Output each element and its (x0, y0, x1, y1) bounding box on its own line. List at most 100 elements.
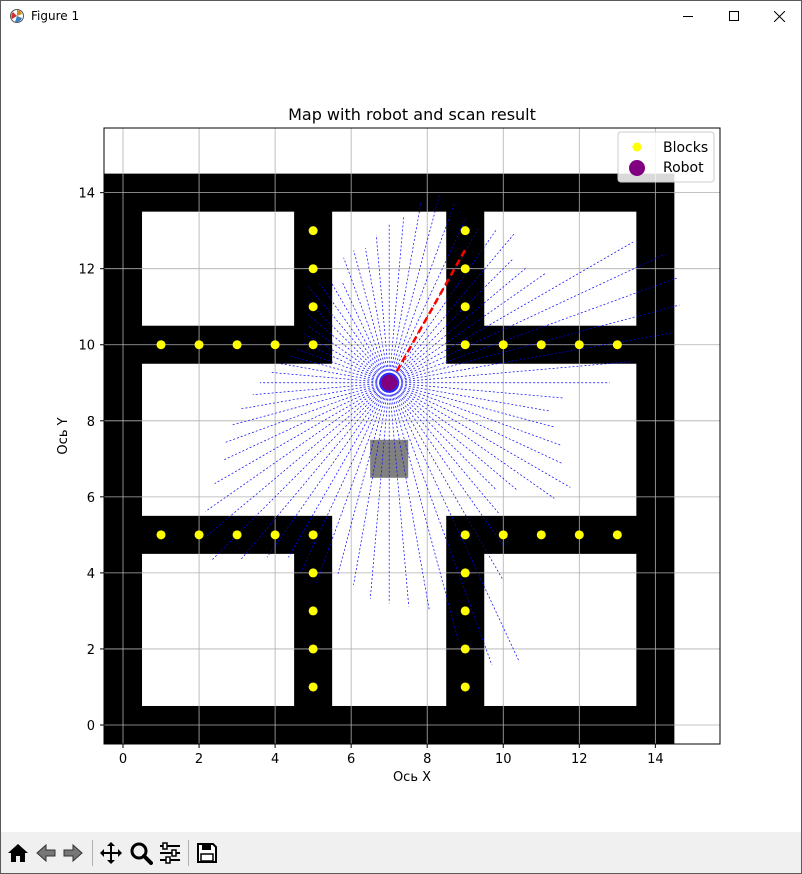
scan-ray (316, 382, 390, 583)
scan-ray (331, 283, 390, 383)
x-tick-label: 12 (571, 752, 588, 767)
block-point (232, 530, 242, 540)
toolbar-separator (188, 840, 189, 866)
title-bar[interactable]: Figure 1 (1, 1, 801, 31)
close-icon (773, 10, 785, 22)
back-arrow-icon (36, 843, 56, 863)
close-button[interactable] (756, 1, 802, 31)
y-tick-label: 2 (87, 643, 95, 658)
y-tick-label: 8 (87, 415, 95, 430)
maximize-button[interactable] (711, 1, 757, 31)
scan-ray (214, 382, 390, 484)
scan-ray (375, 235, 390, 383)
zoom-button[interactable] (129, 841, 153, 865)
figure-canvas[interactable]: 0 2 4 6 8 10 12 14 0 2 4 6 8 10 12 14 Map with robot and… (1, 31, 801, 831)
scan-ray (319, 282, 390, 383)
scan-ray (388, 382, 555, 499)
block-point (308, 340, 318, 350)
legend-block-marker (632, 142, 642, 152)
minimize-icon (683, 16, 693, 17)
block-point (308, 644, 318, 654)
scan-ray (388, 229, 497, 383)
block-point (460, 568, 470, 578)
scan-ray (388, 233, 515, 383)
block-point (460, 226, 470, 236)
block-point (308, 568, 318, 578)
scan-ray (389, 382, 555, 428)
scan-ray (252, 382, 390, 396)
back-button[interactable] (34, 841, 58, 865)
scan-ray (389, 361, 632, 384)
configure-subplots-icon (160, 842, 180, 864)
scan-ray (388, 195, 440, 383)
scan-ray (389, 253, 666, 384)
block-point (194, 530, 204, 540)
scan-ray (389, 382, 571, 488)
pan-icon (100, 842, 122, 864)
block-point (612, 340, 622, 350)
y-tick-label: 4 (87, 567, 95, 582)
scan-ray (300, 382, 390, 573)
scan-ray (239, 382, 390, 561)
minimize-button[interactable] (665, 1, 711, 31)
navigation-toolbar (1, 832, 801, 873)
forward-button[interactable] (61, 841, 85, 865)
block-point (460, 644, 470, 654)
scan-ray (389, 382, 561, 446)
y-tick-label: 14 (78, 187, 95, 202)
scan-ray (369, 382, 390, 599)
map-free-space (142, 553, 295, 706)
scan-ray (389, 241, 634, 384)
y-tick-label: 6 (87, 491, 95, 506)
save-button[interactable] (195, 841, 219, 865)
block-point (460, 264, 470, 274)
home-icon (8, 844, 28, 862)
configure-subplots-button[interactable] (158, 841, 182, 865)
x-tick-label: 0 (119, 752, 127, 767)
scan-ray (296, 348, 390, 384)
scan-ray (388, 382, 520, 663)
x-tick-label: 14 (647, 752, 664, 767)
block-point (308, 530, 318, 540)
scan-ray (289, 355, 390, 384)
scan-ray (231, 382, 390, 426)
plot-svg[interactable]: 0 2 4 6 8 10 12 14 0 2 4 6 8 10 12 14 Map with robot and… (1, 31, 801, 831)
robot-marker (379, 372, 400, 393)
block-point (308, 264, 318, 274)
scan-ray (388, 202, 422, 383)
home-button[interactable] (6, 841, 30, 865)
block-point (308, 226, 318, 236)
x-tick-label: 6 (347, 752, 355, 767)
forward-arrow-icon (63, 843, 83, 863)
block-point (156, 340, 166, 350)
scan-ray (353, 250, 390, 383)
block-point (574, 530, 584, 540)
scan-ray (388, 382, 410, 607)
legend-label-robot: Robot (663, 160, 704, 176)
block-point (270, 530, 280, 540)
pan-button[interactable] (99, 841, 123, 865)
scan-ray (365, 247, 390, 383)
block-point (460, 302, 470, 312)
block-point (270, 340, 280, 350)
y-axis-label: Ось Y (56, 417, 71, 454)
block-point (536, 340, 546, 350)
scan-ray (205, 382, 390, 512)
scan-ray (388, 382, 497, 491)
x-axis-label: Ось X (393, 770, 431, 785)
heading-line (395, 249, 467, 372)
block-point (156, 530, 166, 540)
scan-ray (389, 332, 674, 384)
scan-ray (388, 258, 514, 384)
scan-ray (223, 382, 390, 461)
scan-ray (388, 382, 459, 640)
legend-robot-marker (629, 160, 645, 176)
block-point (460, 530, 470, 540)
block-point (308, 682, 318, 692)
block-point (460, 606, 470, 616)
axes-frame (103, 127, 721, 745)
scan-ray (337, 382, 390, 574)
block-point (194, 340, 204, 350)
scan-ray (239, 382, 390, 410)
block-point (536, 530, 546, 540)
